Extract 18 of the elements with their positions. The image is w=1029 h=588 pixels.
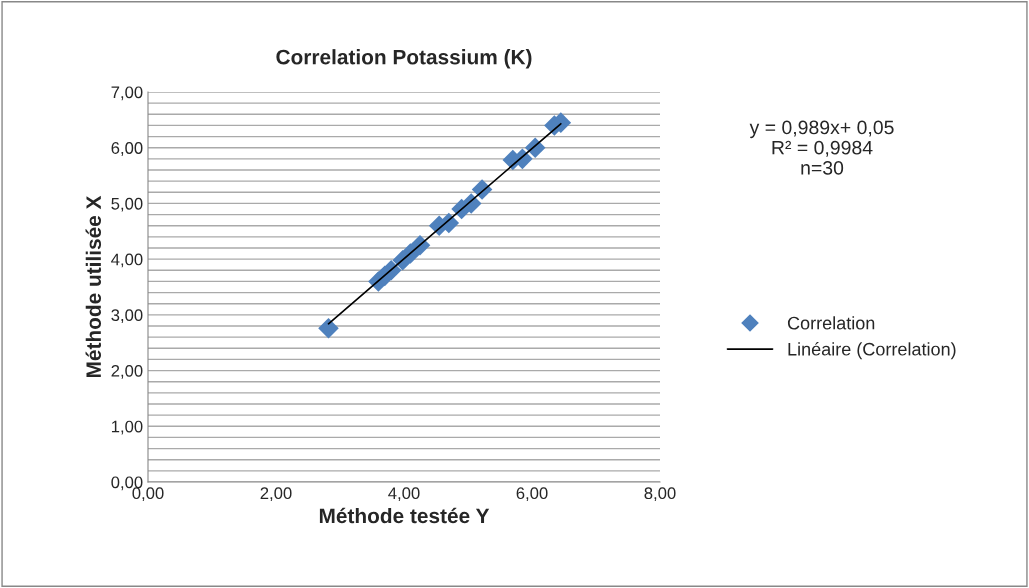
legend-label: Linéaire (Correlation) [788,342,956,360]
x-tick-label: 4,00 [388,487,420,502]
point [318,317,339,339]
y-tick-label: 5,00 [111,197,143,212]
y-tick-label: 4,00 [111,253,143,268]
x-axis-title: Méthode testée Y [319,507,490,524]
y-tick-label: 2,00 [111,364,143,379]
x-tick-label: 6,00 [516,487,548,502]
chart-title: Correlation Potassium (K) [276,49,532,69]
y-axis-title: Méthode utilisée X [85,195,102,378]
text: y = 0,989x+ 0,05 R² = 0,9984 n=30 [749,120,894,175]
legend-label: Correlation [787,316,875,330]
y-tick-label: 1,00 [111,420,143,435]
y-tick-label: 7,00 [111,86,143,101]
y-tick-label: 3,00 [111,309,143,324]
x-tick-label: 8,00 [644,487,676,502]
x-tick-label: 2,00 [260,487,292,502]
y-tick-label: 6,00 [111,142,143,156]
